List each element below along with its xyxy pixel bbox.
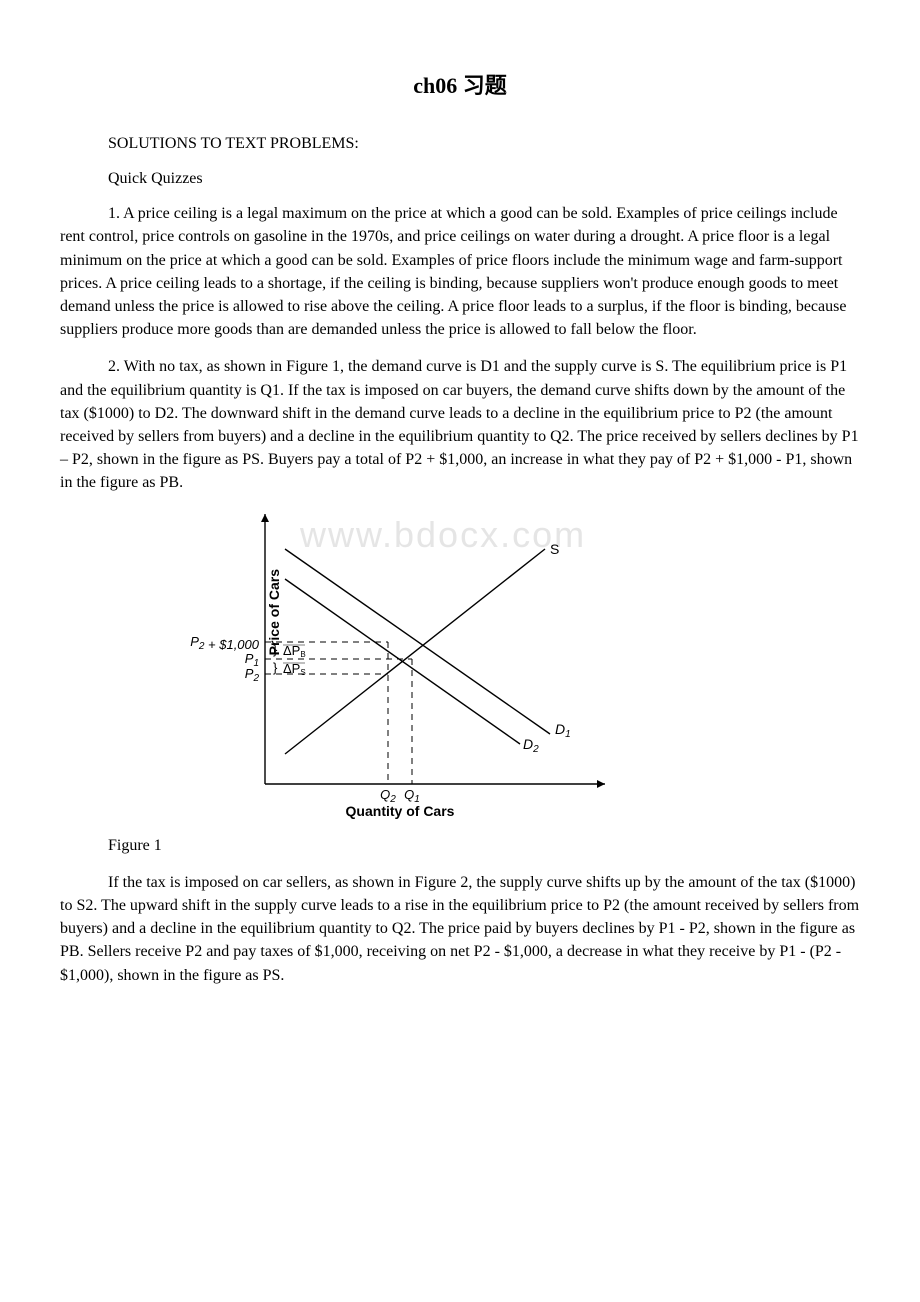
figure-1-caption: Figure 1 [108,834,860,857]
svg-text:ΔPB: ΔPB [283,643,306,659]
paragraph-1: 1. A price ceiling is a legal maximum on… [60,202,860,341]
svg-text:}: } [273,642,278,657]
svg-text:}: } [273,660,278,675]
supply-demand-chart: www.bdocx.comPrice of CarsQuantity of Ca… [150,509,670,819]
paragraph-3: If the tax is imposed on car sellers, as… [60,871,860,987]
svg-text:www.bdocx.com: www.bdocx.com [299,514,586,555]
svg-text:D1: D1 [555,721,571,740]
paragraph-2: 2. With no tax, as shown in Figure 1, th… [60,355,860,494]
page-title: ch06 习题 [60,70,860,102]
svg-text:Quantity of Cars: Quantity of Cars [346,803,455,819]
figure-1: www.bdocx.comPrice of CarsQuantity of Ca… [150,509,860,826]
solutions-heading: SOLUTIONS TO TEXT PROBLEMS: [108,132,860,155]
svg-text:S: S [550,541,559,557]
svg-text:ΔPS: ΔPS [283,661,306,677]
quizzes-heading: Quick Quizzes [108,167,860,190]
svg-text:P2 + $1,000: P2 + $1,000 [190,634,260,652]
svg-text:D2: D2 [523,736,539,755]
